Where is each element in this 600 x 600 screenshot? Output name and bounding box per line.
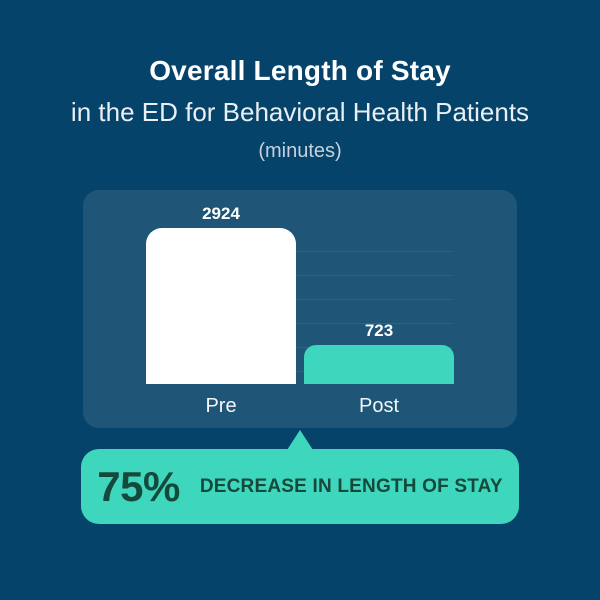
callout-percent: 75%	[97, 462, 180, 510]
gridlines	[83, 190, 517, 428]
unit-label: (minutes)	[258, 140, 342, 162]
chart-subtitle: in the ED for Behavioral Health Patients	[70, 97, 530, 127]
gridline	[146, 299, 453, 300]
bar-pre	[146, 228, 296, 384]
gridline	[146, 323, 453, 324]
gridline	[146, 347, 453, 348]
bar-value-post: 723	[364, 321, 394, 340]
callout-pointer-icon	[287, 430, 313, 450]
bar-group-post: 723	[304, 321, 454, 384]
chart-title: Overall Length of Stay	[149, 55, 451, 86]
chart-header: Overall Length of Stay in the ED for Beh…	[0, 0, 600, 163]
gridline	[146, 371, 453, 372]
callout-text: DECREASE IN LENGTH OF STAY	[199, 475, 503, 497]
gridline	[146, 275, 453, 276]
bar-post	[304, 345, 454, 384]
axis-label-pre: Pre	[205, 395, 237, 417]
chart-panel: 2924 723 Pre Post	[83, 190, 517, 428]
bar-value-pre: 2924	[202, 204, 240, 223]
gridline	[146, 251, 453, 252]
bar-group-pre: 2924	[146, 204, 296, 384]
axis-label-post: Post	[358, 395, 400, 417]
summary-callout: 75% DECREASE IN LENGTH OF STAY	[81, 449, 519, 524]
